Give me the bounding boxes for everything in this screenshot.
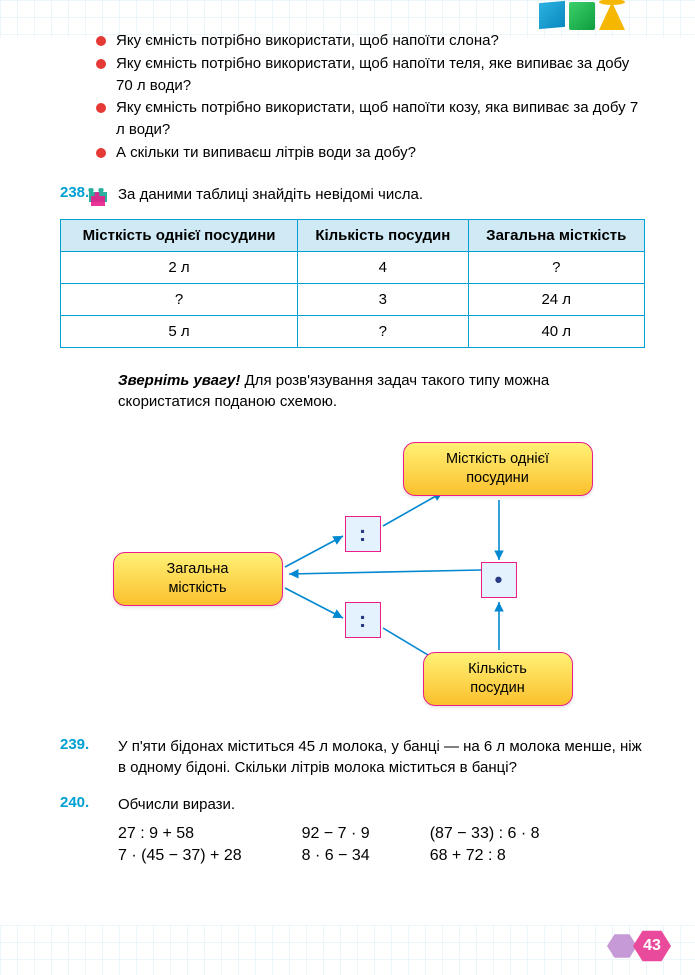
table-cell: 2 л — [61, 251, 298, 283]
prism-icon — [569, 2, 595, 30]
op-symbol: • — [495, 567, 503, 593]
task-text: Обчисли вирази. — [118, 794, 645, 815]
table-header: Кількість посудин — [298, 219, 468, 251]
expr-col: 27 : 9 + 58 7 · (45 − 37) + 28 — [118, 825, 242, 865]
diagram-box-label: Місткість однієїпосудини — [446, 450, 549, 488]
table-cell: 4 — [298, 251, 468, 283]
task-239: 239. У п'яти бідонах міститься 45 л моло… — [60, 736, 645, 778]
table-header: Місткість однієї посудини — [61, 219, 298, 251]
hex-decor-icon — [607, 933, 637, 959]
diagram-op-mul: • — [481, 562, 517, 598]
diagram-box-total: Загальнамісткість — [113, 552, 283, 606]
note-bold: Зверніть увагу! — [118, 372, 240, 389]
diagram-box-unit: Місткість однієїпосудини — [403, 442, 593, 496]
diagram-box-count: Кількістьпосудин — [423, 652, 573, 706]
expr-col: (87 − 33) : 6 · 8 68 + 72 : 8 — [430, 825, 540, 865]
diagram-box-label: Кількістьпосудин — [468, 660, 527, 698]
diagram-op-div-bottom: : — [345, 602, 381, 638]
page-number-value: 43 — [643, 937, 661, 955]
table-cell: ? — [298, 315, 468, 347]
op-symbol: : — [359, 521, 366, 547]
grid-background-bottom — [0, 925, 695, 975]
bullet-item: А скільки ти випиваєш літрів води за доб… — [96, 142, 645, 164]
expr: 68 + 72 : 8 — [430, 847, 540, 865]
table-cell: ? — [61, 283, 298, 315]
bullet-list: Яку ємність потрібно використати, щоб на… — [96, 30, 645, 164]
op-symbol: : — [359, 607, 366, 633]
flow-diagram: Загальнамісткість Місткість однієїпосуди… — [83, 432, 623, 722]
diagram-op-div-top: : — [345, 516, 381, 552]
bullet-item: Яку ємність потрібно використати, щоб на… — [96, 30, 645, 52]
cube-icon — [539, 1, 565, 29]
decorative-shapes — [539, 2, 625, 30]
expr: (87 − 33) : 6 · 8 — [430, 825, 540, 843]
task-number: 240. — [60, 794, 118, 815]
expressions: 27 : 9 + 58 7 · (45 − 37) + 28 92 − 7 · … — [118, 825, 645, 865]
table-cell: 3 — [298, 283, 468, 315]
table-cell: 5 л — [61, 315, 298, 347]
expr: 8 · 6 − 34 — [302, 847, 370, 865]
page-number-hex: 43 — [633, 929, 671, 963]
expr: 92 − 7 · 9 — [302, 825, 370, 843]
task-238: 238. За даними таблиці знайдіть невідомі… — [60, 184, 645, 205]
table-cell: 24 л — [468, 283, 644, 315]
table-cell: 40 л — [468, 315, 644, 347]
expr: 7 · (45 − 37) + 28 — [118, 847, 242, 865]
table-row: ? 3 24 л — [61, 283, 645, 315]
cone-icon — [599, 2, 625, 30]
table-row: 2 л 4 ? — [61, 251, 645, 283]
puzzle-icon — [85, 184, 113, 208]
task-240: 240. Обчисли вирази. — [60, 794, 645, 815]
table-cell: ? — [468, 251, 644, 283]
bullet-item: Яку ємність потрібно використати, щоб на… — [96, 53, 645, 97]
expr: 27 : 9 + 58 — [118, 825, 242, 843]
page-number: 43 — [633, 929, 671, 963]
table-header: Загальна місткість — [468, 219, 644, 251]
diagram-box-label: Загальнамісткість — [167, 560, 229, 598]
note-text: Зверніть увагу! Для розв'язування задач … — [118, 370, 645, 412]
data-table: Місткість однієї посудини Кількість посу… — [60, 219, 645, 348]
table-row: 5 л ? 40 л — [61, 315, 645, 347]
task-text: За даними таблиці знайдіть невідомі числ… — [118, 184, 645, 205]
task-number: 239. — [60, 736, 118, 778]
expr-col: 92 − 7 · 9 8 · 6 − 34 — [302, 825, 370, 865]
bullet-item: Яку ємність потрібно використати, щоб на… — [96, 97, 645, 141]
task-text: У п'яти бідонах міститься 45 л молока, у… — [118, 736, 645, 778]
